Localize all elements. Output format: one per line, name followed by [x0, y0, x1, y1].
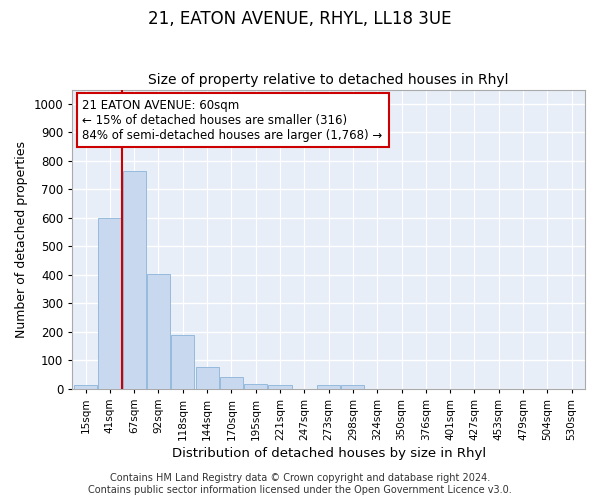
- Bar: [122, 171, 146, 389]
- Bar: [268, 384, 292, 389]
- Bar: [98, 218, 121, 389]
- Bar: [220, 378, 243, 389]
- Bar: [147, 274, 170, 389]
- Text: 21, EATON AVENUE, RHYL, LL18 3UE: 21, EATON AVENUE, RHYL, LL18 3UE: [148, 10, 452, 28]
- Y-axis label: Number of detached properties: Number of detached properties: [15, 140, 28, 338]
- Bar: [74, 384, 97, 389]
- Bar: [171, 334, 194, 389]
- Bar: [196, 367, 218, 389]
- Title: Size of property relative to detached houses in Rhyl: Size of property relative to detached ho…: [148, 73, 509, 87]
- Bar: [244, 384, 267, 389]
- X-axis label: Distribution of detached houses by size in Rhyl: Distribution of detached houses by size …: [172, 447, 485, 460]
- Text: Contains HM Land Registry data © Crown copyright and database right 2024.
Contai: Contains HM Land Registry data © Crown c…: [88, 474, 512, 495]
- Bar: [341, 386, 364, 389]
- Bar: [317, 386, 340, 389]
- Text: 21 EATON AVENUE: 60sqm
← 15% of detached houses are smaller (316)
84% of semi-de: 21 EATON AVENUE: 60sqm ← 15% of detached…: [82, 98, 383, 142]
